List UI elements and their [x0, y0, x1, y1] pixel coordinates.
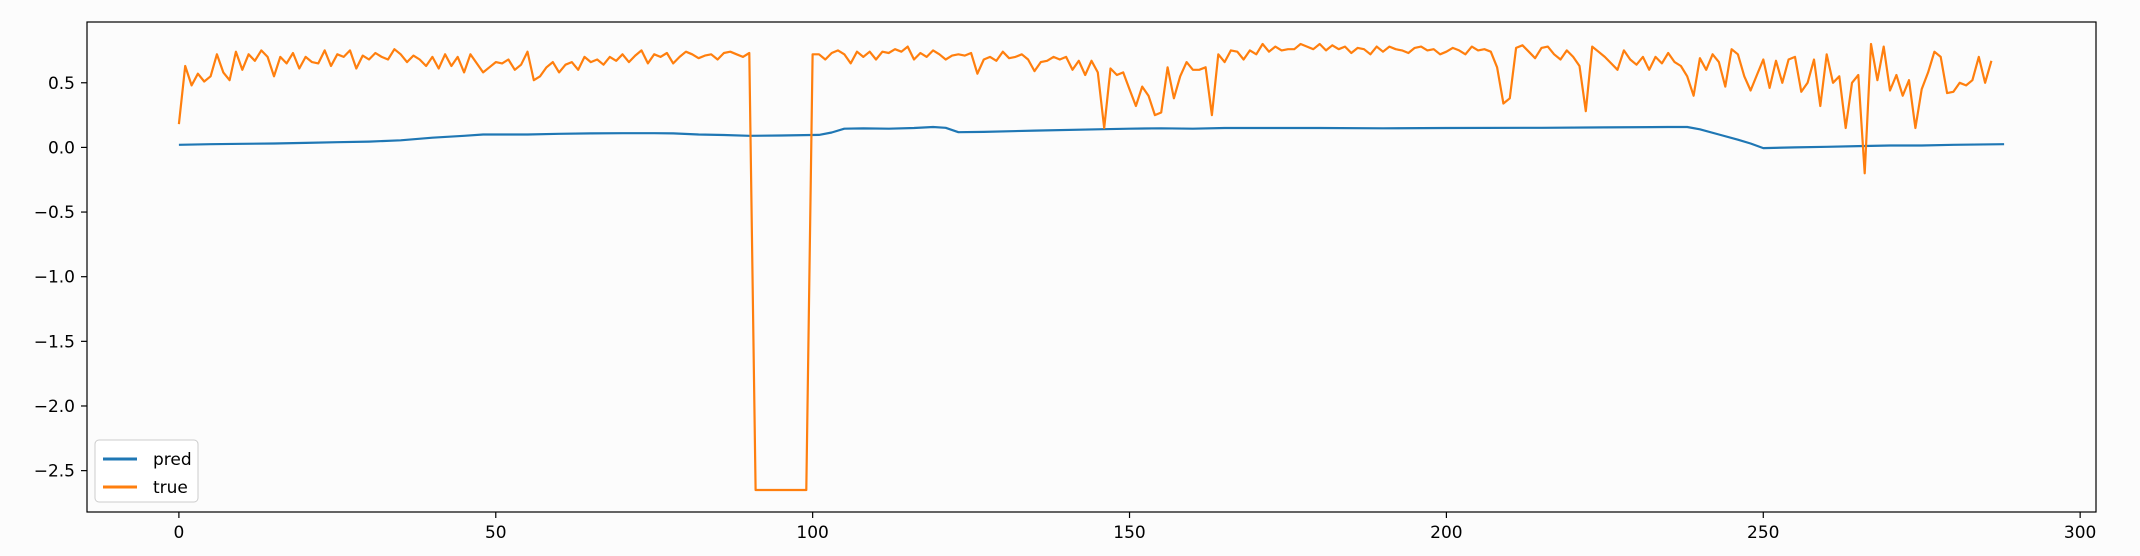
x-tick-label: 200 [1430, 523, 1462, 543]
legend-label-true: true [153, 478, 188, 498]
x-tick-label: 250 [1747, 523, 1779, 543]
y-tick-label: −1.0 [34, 268, 75, 288]
series-line-true [177, 42, 1993, 492]
y-tick-label: 0.5 [48, 74, 75, 94]
x-tick-label: 0 [173, 523, 184, 543]
plot-frame [86, 21, 2097, 513]
y-tick-label: −0.5 [34, 203, 75, 223]
legend-label-pred: pred [153, 450, 192, 470]
y-tick-label: −2.5 [34, 462, 75, 482]
x-tick-label: 100 [796, 523, 828, 543]
series-lines [177, 42, 2005, 492]
y-tick-label: −2.0 [34, 397, 75, 417]
series-line-pred [178, 125, 2005, 150]
y-tick-label: 0.0 [48, 138, 75, 158]
x-tick-label: 300 [2064, 523, 2096, 543]
x-tick-label: 150 [1113, 523, 1145, 543]
x-tick-label: 50 [485, 523, 507, 543]
legend: pred true [94, 439, 199, 503]
axis-ticks: 0 50 100 150 200 250 300 0.5 0.0 −0.5 −1.0 −1.5 −2.0… [34, 74, 2097, 543]
y-tick-label: −1.5 [34, 332, 75, 352]
